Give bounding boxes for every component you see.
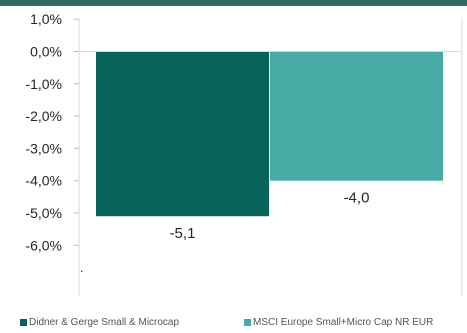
legend-item-index: MSCI Europe Small+Micro Cap NR EUR (244, 317, 433, 328)
header-band (0, 0, 467, 6)
y-tick-label: -3,0% (25, 140, 62, 156)
y-tick-label: -2,0% (25, 108, 62, 124)
bar-1 (96, 51, 269, 217)
legend-swatch-index (244, 319, 251, 326)
legend-label-fund: Didner & Gerge Small & Microcap (29, 317, 180, 328)
legend-label-index: MSCI Europe Small+Micro Cap NR EUR (253, 317, 434, 328)
y-tick-label: -5,0% (25, 205, 62, 221)
bar-2 (270, 51, 443, 181)
y-tick-label: 0,0% (30, 44, 62, 60)
legend-item-fund: Didner & Gerge Small & Microcap (20, 317, 179, 328)
y-tick-label: -6,0% (25, 237, 62, 253)
y-tick-label: -4,0% (25, 173, 62, 189)
legend: Didner & Gerge Small & Microcap MSCI Eur… (0, 317, 467, 331)
data-label-1: -5,1 (170, 225, 196, 242)
y-tick-label: -1,0% (25, 76, 62, 92)
data-label-2: -4,0 (344, 190, 370, 207)
legend-swatch-fund (20, 319, 27, 326)
bar-chart: 1,0% 0,0% -1,0% -2,0% -3,0% -4,0% -5,0% -6,0% -5… (25, 11, 463, 296)
annotation-text: . (80, 261, 83, 275)
y-tick-label: 1,0% (30, 11, 62, 27)
